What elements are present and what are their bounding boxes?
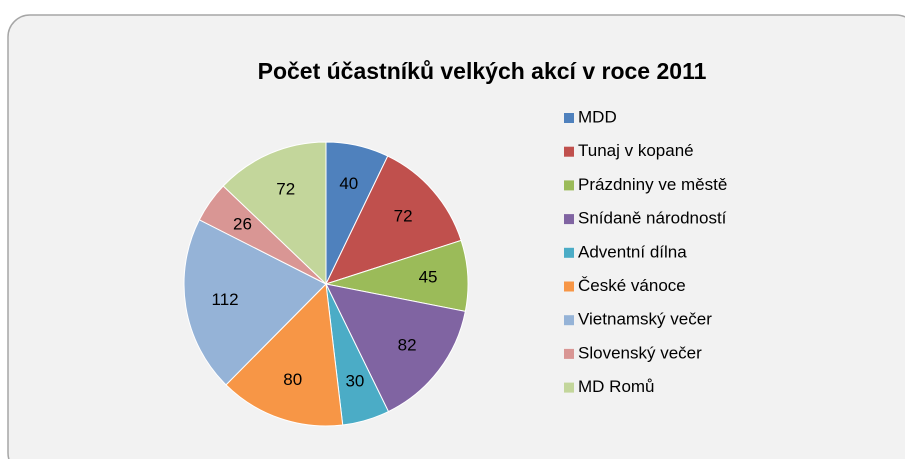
legend-label: Slovenský večer [578, 343, 702, 362]
legend-label: Tunaj v kopané [578, 141, 694, 160]
legend-label: České vánoce [578, 276, 686, 295]
pie-slice [183, 219, 327, 386]
legend-label: Prázdniny ve městě [578, 175, 727, 194]
data-label: 40 [339, 174, 358, 193]
legend-swatch [564, 247, 574, 258]
legend-label: Vietnamský večer [578, 310, 712, 329]
pie-slice [222, 141, 327, 286]
data-label: 30 [345, 372, 364, 391]
data-label: 82 [398, 336, 417, 355]
legend-label: MD Romů [578, 377, 655, 396]
legend-swatch [564, 113, 574, 123]
legend-label: MDD [578, 107, 617, 126]
legend-swatch [564, 348, 574, 359]
data-label: 80 [283, 370, 302, 389]
data-label: 26 [233, 214, 252, 233]
legend-swatch [564, 180, 574, 191]
legend-swatch [564, 281, 574, 292]
pie-slice [325, 283, 466, 413]
pie-slice [225, 282, 344, 427]
data-label: 72 [276, 180, 295, 199]
data-label: 112 [212, 290, 239, 309]
data-label: 72 [394, 206, 413, 225]
legend-swatch [564, 214, 574, 225]
legend-swatch [564, 146, 574, 157]
pie-slice [325, 155, 462, 285]
legend-swatch [564, 382, 574, 393]
legend-swatch [564, 315, 574, 326]
chart-title: Počet účastníků velkých akcí v roce 2011 [258, 58, 707, 84]
data-label: 45 [419, 267, 438, 286]
legend-label: Snídaně národností [578, 209, 727, 228]
legend-label: Adventní dílna [578, 242, 687, 261]
